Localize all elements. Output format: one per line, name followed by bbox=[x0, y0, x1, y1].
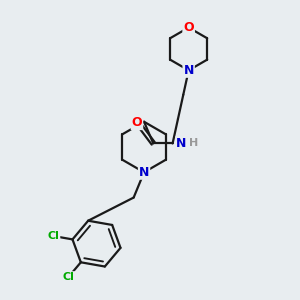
Text: O: O bbox=[183, 21, 194, 34]
Text: Cl: Cl bbox=[47, 231, 59, 241]
Text: N: N bbox=[139, 166, 149, 179]
Text: O: O bbox=[132, 116, 142, 129]
Text: Cl: Cl bbox=[62, 272, 74, 282]
Text: N: N bbox=[184, 64, 194, 77]
Text: H: H bbox=[189, 139, 199, 148]
Text: N: N bbox=[176, 137, 187, 150]
